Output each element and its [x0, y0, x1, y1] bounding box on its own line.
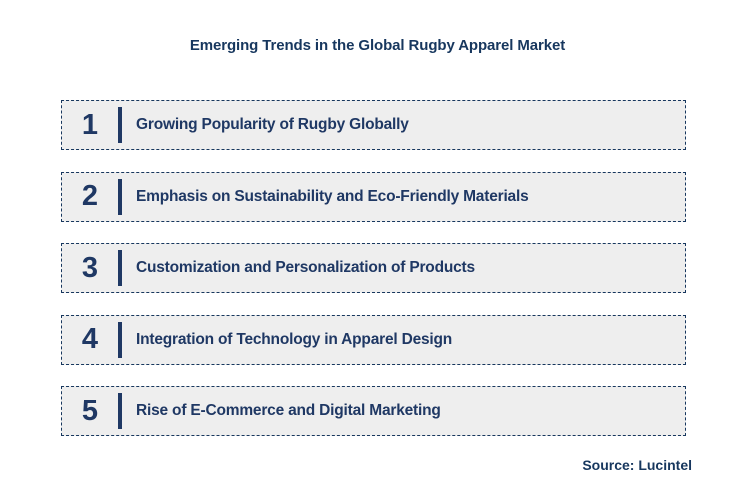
trend-number: 3 — [81, 251, 99, 284]
trend-number: 5 — [81, 394, 99, 427]
trend-number: 2 — [81, 180, 99, 212]
trend-item-3: 3 Customization and Personalization of P… — [61, 243, 686, 293]
trend-label: Emphasis on Sustainability and Eco-Frien… — [136, 187, 529, 205]
trend-item-1: 1 Growing Popularity of Rugby Globally — [61, 100, 686, 150]
trend-number: 4 — [81, 323, 99, 355]
vertical-divider — [118, 107, 122, 143]
trend-label: Growing Popularity of Rugby Globally — [136, 116, 409, 133]
trend-item-4: 4 Integration of Technology in Apparel D… — [61, 314, 686, 365]
trend-list: 1 Growing Popularity of Rugby Globally 2… — [61, 100, 686, 436]
trend-label: Customization and Personalization of Pro… — [136, 259, 475, 276]
vertical-divider — [118, 321, 122, 358]
trend-label: Rise of E-Commerce and Digital Marketing — [136, 402, 441, 419]
page-title: Emerging Trends in the Global Rugby Appa… — [189, 37, 566, 54]
vertical-divider — [118, 393, 122, 429]
source-note: Source: Lucintel — [582, 457, 692, 473]
vertical-divider — [118, 178, 122, 215]
trend-label: Integration of Technology in Apparel Des… — [136, 330, 453, 348]
trend-item-2: 2 Emphasis on Sustainability and Eco-Fri… — [61, 171, 686, 222]
trend-number: 1 — [81, 108, 99, 141]
trend-item-5: 5 Rise of E-Commerce and Digital Marketi… — [61, 386, 686, 436]
vertical-divider — [118, 250, 122, 286]
